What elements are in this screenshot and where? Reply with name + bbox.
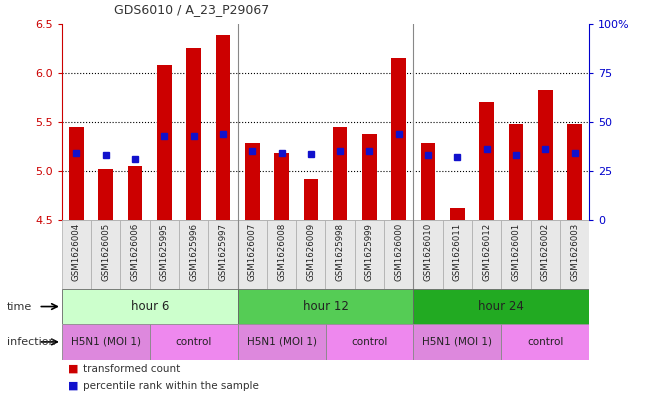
Bar — [128, 166, 143, 220]
Bar — [238, 220, 267, 289]
Bar — [62, 220, 91, 289]
Bar — [538, 90, 553, 220]
Bar — [421, 143, 436, 220]
Bar — [62, 324, 150, 360]
Bar — [238, 324, 326, 360]
Text: GSM1626008: GSM1626008 — [277, 223, 286, 281]
Bar — [326, 324, 413, 360]
Bar — [413, 289, 589, 324]
Bar — [62, 289, 238, 324]
Text: percentile rank within the sample: percentile rank within the sample — [83, 381, 258, 391]
Text: GSM1625997: GSM1625997 — [219, 223, 227, 281]
Text: GSM1626006: GSM1626006 — [131, 223, 139, 281]
Text: time: time — [7, 301, 32, 312]
Bar — [479, 102, 494, 220]
Text: GSM1626005: GSM1626005 — [102, 223, 110, 281]
Text: GSM1626011: GSM1626011 — [453, 223, 462, 281]
Bar — [215, 35, 230, 220]
Bar — [274, 153, 289, 220]
Bar — [567, 124, 582, 220]
Bar — [179, 220, 208, 289]
Text: hour 24: hour 24 — [478, 300, 524, 313]
Bar — [450, 208, 465, 220]
Bar — [69, 127, 84, 220]
Text: GSM1626010: GSM1626010 — [424, 223, 432, 281]
Bar — [501, 324, 589, 360]
Text: GSM1625998: GSM1625998 — [336, 223, 344, 281]
Bar — [150, 220, 179, 289]
Text: GSM1626012: GSM1626012 — [482, 223, 491, 281]
Bar — [362, 134, 377, 220]
Text: GSM1626000: GSM1626000 — [395, 223, 403, 281]
Bar — [186, 48, 201, 220]
Text: GSM1625999: GSM1625999 — [365, 223, 374, 281]
Text: control: control — [527, 337, 563, 347]
Text: GSM1625995: GSM1625995 — [160, 223, 169, 281]
Text: GSM1626001: GSM1626001 — [512, 223, 520, 281]
Bar — [501, 220, 531, 289]
Bar — [355, 220, 384, 289]
Bar — [508, 124, 523, 220]
Text: H5N1 (MOI 1): H5N1 (MOI 1) — [422, 337, 492, 347]
Text: hour 12: hour 12 — [303, 300, 348, 313]
Text: control: control — [176, 337, 212, 347]
Bar — [443, 220, 472, 289]
Bar — [267, 220, 296, 289]
Text: control: control — [352, 337, 387, 347]
Text: GSM1626002: GSM1626002 — [541, 223, 549, 281]
Text: hour 6: hour 6 — [131, 300, 169, 313]
Bar — [91, 220, 120, 289]
Bar — [150, 324, 238, 360]
Text: GDS6010 / A_23_P29067: GDS6010 / A_23_P29067 — [114, 3, 269, 16]
Bar — [560, 220, 589, 289]
Text: GSM1626004: GSM1626004 — [72, 223, 81, 281]
Text: GSM1625996: GSM1625996 — [189, 223, 198, 281]
Bar — [208, 220, 238, 289]
Text: GSM1626003: GSM1626003 — [570, 223, 579, 281]
Bar — [120, 220, 150, 289]
Bar — [413, 220, 443, 289]
Bar — [296, 220, 326, 289]
Bar — [238, 289, 413, 324]
Text: transformed count: transformed count — [83, 364, 180, 374]
Text: ■: ■ — [68, 381, 79, 391]
Bar — [391, 58, 406, 220]
Text: ■: ■ — [68, 364, 79, 374]
Text: GSM1626009: GSM1626009 — [307, 223, 315, 281]
Bar — [531, 220, 560, 289]
Bar — [98, 169, 113, 220]
Bar — [413, 324, 501, 360]
Bar — [384, 220, 413, 289]
Text: infection: infection — [7, 337, 55, 347]
Text: GSM1626007: GSM1626007 — [248, 223, 256, 281]
Bar — [472, 220, 501, 289]
Bar — [326, 220, 355, 289]
Text: H5N1 (MOI 1): H5N1 (MOI 1) — [247, 337, 316, 347]
Bar — [303, 179, 318, 220]
Text: H5N1 (MOI 1): H5N1 (MOI 1) — [71, 337, 141, 347]
Bar — [245, 143, 260, 220]
Bar — [157, 65, 172, 220]
Bar — [333, 127, 348, 220]
